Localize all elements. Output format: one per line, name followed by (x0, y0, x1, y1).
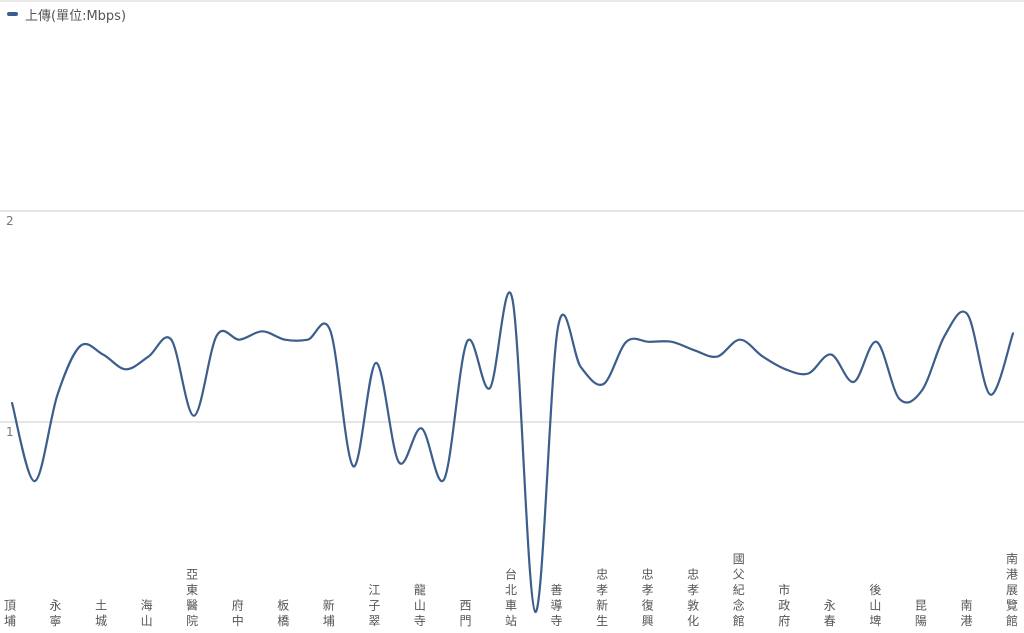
x-tick-label: 海山 (141, 598, 153, 629)
x-tick-label: 頂埔 (4, 599, 16, 629)
x-tick-label: 永春 (824, 599, 836, 629)
x-tick-label: 新埔 (323, 598, 335, 629)
x-tick-label: 昆陽 (915, 599, 927, 629)
legend-swatch (7, 12, 18, 16)
x-tick-label: 市政府 (778, 582, 790, 628)
y-tick-label-1: 1 (6, 425, 14, 439)
x-tick-label: 府中 (232, 598, 244, 629)
x-tick-label: 南港 (960, 598, 972, 629)
series-line (10, 291, 1015, 614)
x-tick-label: 善導寺 (551, 582, 563, 628)
x-tick-label: 亞東醫院 (186, 568, 198, 629)
x-tick-label: 土城 (95, 599, 107, 629)
x-tick-label: 忠孝敦化 (687, 568, 699, 629)
x-tick-label: 南港展覽館 (1006, 551, 1018, 628)
legend-label: 上傳(單位:Mbps) (25, 8, 127, 24)
x-tick-label: 台北車站 (505, 567, 517, 629)
x-tick-label: 龍山寺 (414, 582, 426, 628)
x-tick-label: 江子翠 (368, 583, 380, 628)
x-tick-label: 永寧 (50, 599, 62, 629)
x-tick-label: 後山埤 (869, 583, 881, 628)
x-tick-label: 板橋 (277, 599, 289, 629)
x-tick-label: 忠孝新生 (596, 568, 608, 629)
y-tick-label-2: 2 (6, 214, 14, 228)
x-tick-label: 國父紀念館 (733, 552, 745, 628)
legend: 上傳(單位:Mbps) (7, 5, 127, 24)
x-tick-label: 西門 (459, 599, 471, 629)
x-tick-label: 忠孝復興 (642, 568, 654, 629)
